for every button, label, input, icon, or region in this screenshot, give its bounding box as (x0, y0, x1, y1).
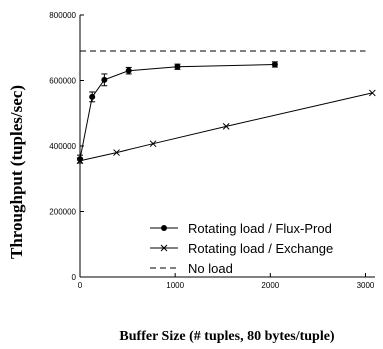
data-point (113, 149, 120, 156)
x-tick-label: 0 (78, 281, 83, 290)
legend-marker (161, 225, 167, 231)
series (76, 50, 376, 165)
x-axis-label: Buffer Size (# tuples, 80 bytes/tuple) (119, 329, 335, 344)
series-line (79, 64, 275, 160)
x-marker-stroke (76, 157, 84, 165)
y-tick-label: 600000 (49, 77, 76, 86)
x-marker-stroke (160, 244, 168, 252)
series-1 (76, 89, 376, 165)
data-point (368, 89, 376, 97)
y-tick-label: 0 (72, 273, 77, 282)
x-marker-stroke (113, 149, 120, 156)
legend-label: No load (188, 261, 233, 276)
legend-item-0: Rotating load / Flux-Prod (150, 221, 332, 236)
data-point (125, 67, 132, 74)
x-tick-label: 1000 (166, 281, 184, 290)
y-tick-label: 200000 (49, 208, 76, 217)
legend-label: Rotating load / Exchange (188, 241, 333, 256)
ticks: 0 200000 400000 600000 800000 0 1000 2000 3000 (49, 11, 375, 290)
legend-item-2: No load (150, 261, 233, 276)
data-point (174, 63, 181, 70)
data-point (149, 140, 157, 148)
x-tick-label: 2000 (261, 281, 279, 290)
series-0 (77, 61, 278, 164)
legend: Rotating load / Flux-Prod Rotating load /… (150, 221, 333, 276)
legend-label: Rotating load / Flux-Prod (188, 221, 332, 236)
x-tick-label: 3000 (357, 281, 375, 290)
data-point (222, 122, 230, 130)
x-marker-stroke (222, 122, 230, 130)
x-marker-stroke (368, 89, 376, 97)
data-point (101, 76, 108, 83)
axes (79, 15, 375, 278)
data-point (271, 61, 278, 68)
data-point (89, 93, 96, 100)
y-axis-label: Throughput (tuples/sec) (7, 85, 26, 259)
data-point (76, 157, 84, 165)
legend-marker (160, 244, 168, 252)
y-tick-label: 800000 (49, 11, 76, 20)
y-tick-label: 400000 (49, 142, 76, 151)
x-marker-stroke (149, 140, 157, 148)
legend-item-1: Rotating load / Exchange (150, 241, 333, 256)
